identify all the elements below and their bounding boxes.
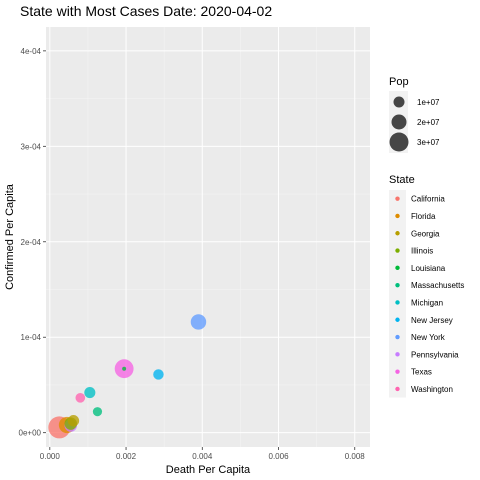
color-legend-label: California bbox=[411, 195, 445, 204]
point-massachusetts bbox=[92, 407, 103, 417]
y-tick-label: 2e-04 bbox=[21, 238, 42, 247]
x-tick-label: 0.004 bbox=[192, 452, 213, 461]
color-legend-key bbox=[395, 386, 400, 392]
size-legend-key bbox=[391, 114, 407, 130]
color-legend-label: New Jersey bbox=[411, 316, 453, 325]
color-legend-key bbox=[395, 213, 400, 219]
color-legend-key bbox=[395, 265, 400, 271]
color-legend-label: Florida bbox=[411, 212, 436, 221]
y-tick-label: 0e+00 bbox=[19, 429, 42, 438]
size-legend-key bbox=[393, 96, 405, 108]
size-legend-title: Pop bbox=[389, 76, 409, 88]
x-axis-ticks: 0.000 0.002 0.004 0.006 0.008 bbox=[40, 447, 366, 461]
color-legend-key bbox=[395, 196, 400, 201]
y-axis-title: Confirmed Per Capita bbox=[4, 183, 16, 290]
color-legend-label: Washington bbox=[411, 385, 453, 394]
color-legend-key-bg bbox=[389, 190, 406, 398]
color-legend-key bbox=[395, 317, 400, 322]
color-legend-label: Massachusetts bbox=[411, 281, 464, 290]
chart-title: State with Most Cases Date: 2020-04-02 bbox=[20, 3, 272, 19]
color-legend-label: New York bbox=[411, 333, 446, 342]
minor-gridlines bbox=[46, 27, 370, 447]
size-legend-key bbox=[389, 132, 409, 152]
x-axis-title: Death Per Capita bbox=[166, 464, 251, 476]
size-legend-label: 2e+07 bbox=[417, 118, 440, 127]
color-legend-key bbox=[395, 248, 400, 253]
color-legend-label: Georgia bbox=[411, 229, 440, 238]
color-legend-label: Illinois bbox=[411, 247, 433, 256]
y-tick-label: 1e-04 bbox=[21, 333, 42, 342]
point-new-york bbox=[190, 314, 207, 330]
data-points bbox=[48, 314, 207, 439]
color-legend-key bbox=[395, 369, 400, 374]
size-legend: 1e+07 2e+07 3e+07 bbox=[389, 91, 440, 153]
point-michigan bbox=[84, 387, 96, 399]
color-legend-key bbox=[395, 300, 400, 305]
x-tick-label: 0.006 bbox=[269, 452, 290, 461]
size-legend-label: 1e+07 bbox=[417, 98, 440, 107]
color-legend-key bbox=[395, 282, 400, 288]
x-tick-label: 0.008 bbox=[345, 452, 366, 461]
color-legend-label: Michigan bbox=[411, 298, 443, 307]
size-legend-label: 3e+07 bbox=[417, 138, 440, 147]
color-legend-key bbox=[395, 231, 400, 236]
x-tick-label: 0.002 bbox=[116, 452, 137, 461]
color-legend-label: Texas bbox=[411, 368, 432, 377]
y-tick-label: 3e-04 bbox=[21, 142, 42, 151]
color-legend-label: Louisiana bbox=[411, 264, 446, 273]
color-legend-key bbox=[395, 334, 400, 340]
point-new-jersey bbox=[153, 369, 164, 380]
color-legend-title: State bbox=[389, 174, 415, 186]
point-georgia bbox=[67, 415, 80, 427]
point-louisiana bbox=[122, 366, 127, 371]
x-tick-label: 0.000 bbox=[40, 452, 61, 461]
y-axis-ticks: 0e+00 1e-04 2e-04 3e-04 4e-04 bbox=[19, 47, 46, 438]
plot-panel bbox=[46, 27, 370, 447]
color-legend-label: Pennsylvania bbox=[411, 350, 459, 359]
y-tick-label: 4e-04 bbox=[21, 47, 42, 56]
color-legend: California Florida Georgia Illinois Louisian… bbox=[389, 190, 464, 398]
point-washington bbox=[75, 393, 86, 403]
color-legend-key bbox=[395, 352, 400, 357]
